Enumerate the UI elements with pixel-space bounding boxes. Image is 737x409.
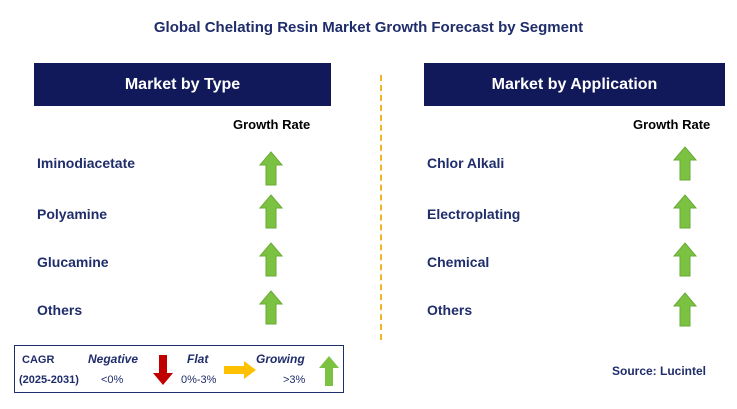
type-row-label: Glucamine	[37, 254, 109, 270]
legend-box: CAGR (2025-2031) Negative <0% Flat 0%-3%…	[14, 345, 344, 393]
arrow-up-icon	[259, 242, 283, 277]
application-row-label: Electroplating	[427, 206, 521, 222]
legend-growing-label: Growing	[256, 352, 305, 366]
legend-negative-label: Negative	[88, 352, 139, 366]
arrow-down-icon	[153, 355, 173, 385]
type-row-label: Polyamine	[37, 206, 108, 222]
panel-divider	[380, 75, 382, 340]
type-row-label: Iminodiacetate	[37, 155, 136, 171]
arrow-up-icon	[673, 292, 697, 327]
type-growth-rate-header: Growth Rate	[233, 117, 311, 132]
arrow-up-icon	[319, 356, 339, 386]
legend-cagr-label: CAGR	[22, 354, 55, 366]
legend-growing-range: >3%	[283, 374, 306, 386]
legend-flat-label: Flat	[187, 352, 209, 366]
arrow-up-icon	[673, 242, 697, 277]
application-panel-header: Market by Application	[424, 63, 725, 106]
application-row-label: Others	[427, 302, 473, 318]
legend-period: (2025-2031)	[19, 374, 79, 386]
type-row-label: Others	[37, 302, 83, 318]
type-panel-header: Market by Type	[34, 63, 331, 106]
page-title: Global Chelating Resin Market Growth For…	[153, 19, 584, 36]
application-growth-rate-header: Growth Rate	[633, 117, 711, 132]
arrow-right-icon	[224, 361, 256, 379]
source-note: Source: Lucintel	[612, 364, 707, 378]
legend-flat-range: 0%-3%	[181, 374, 217, 386]
application-row-label: Chemical	[427, 254, 490, 270]
arrow-up-icon	[259, 151, 283, 186]
legend-negative-range: <0%	[101, 374, 124, 386]
arrow-up-icon	[673, 146, 697, 181]
arrow-up-icon	[259, 194, 283, 229]
arrow-up-icon	[673, 194, 697, 229]
application-row-label: Chlor Alkali	[427, 155, 505, 171]
arrow-up-icon	[259, 290, 283, 325]
